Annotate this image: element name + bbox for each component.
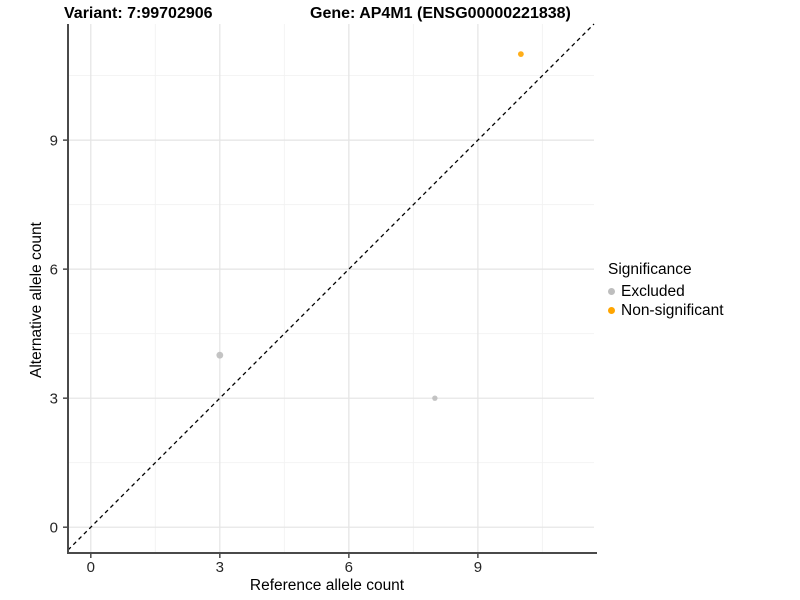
plot-title-gene: Gene: AP4M1 (ENSG00000221838) <box>310 5 571 22</box>
tick-marks <box>63 139 479 558</box>
non-significant-dot-icon <box>608 307 615 314</box>
x-axis-label: Reference allele count <box>250 577 405 594</box>
legend-item-label: Excluded <box>621 282 685 300</box>
y-tick-label: 6 <box>50 262 58 279</box>
data-point-excluded <box>432 395 438 401</box>
legend-item-excluded: Excluded <box>608 282 724 301</box>
y-tick-label: 9 <box>50 133 58 150</box>
identity-dashed-line <box>67 23 595 551</box>
legend: Significance Excluded Non-significant <box>608 261 724 320</box>
major-gridlines <box>68 24 594 553</box>
data-point-excluded <box>216 351 224 359</box>
y-axis-label: Alternative allele count <box>28 221 45 378</box>
plot-title-variant: Variant: 7:99702906 <box>64 5 213 22</box>
x-tick-label: 6 <box>345 559 353 576</box>
x-tick-label: 9 <box>474 559 482 576</box>
data-point-non-significant <box>517 51 524 58</box>
y-tick-label: 3 <box>50 391 58 408</box>
data-points-layer <box>216 51 524 401</box>
y-tick-label: 0 <box>50 520 58 537</box>
x-tick-label: 3 <box>216 559 224 576</box>
excluded-dot-icon <box>608 288 615 295</box>
tick-labels: 0 3 6 9 0 3 6 9 <box>50 133 482 576</box>
x-tick-label: 0 <box>87 559 95 576</box>
legend-item-label: Non-significant <box>621 301 724 319</box>
legend-item-non-significant: Non-significant <box>608 301 724 320</box>
legend-title: Significance <box>608 261 692 278</box>
axis-lines <box>67 24 597 554</box>
